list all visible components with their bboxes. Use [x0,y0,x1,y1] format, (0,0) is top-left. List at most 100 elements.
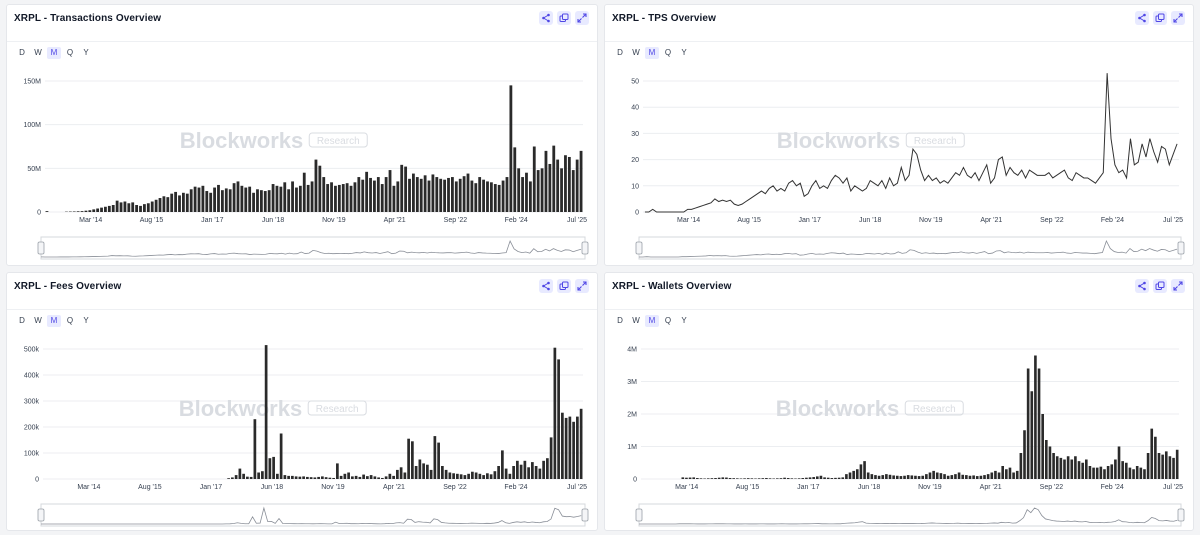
bar [848,472,852,479]
range-tab-y[interactable]: Y [83,316,89,325]
navigator-left-handle[interactable] [37,508,45,522]
bar [139,205,142,212]
range-tab-w[interactable]: W [632,316,640,325]
copy-button[interactable] [557,11,571,25]
navigator-left-handle[interactable] [37,241,45,255]
range-tab-w[interactable]: W [34,316,42,325]
bar [365,171,369,212]
bar [509,85,513,212]
navigator-left-handle[interactable] [635,508,643,522]
expand-button[interactable] [1171,279,1185,293]
range-tab-d[interactable]: D [19,316,25,325]
bar [852,470,855,480]
share-icon [1137,281,1147,291]
range-tab-y[interactable]: Y [83,48,89,57]
bar [881,475,885,479]
bar [576,416,579,479]
bar [267,190,271,212]
copy-button[interactable] [557,279,571,293]
range-tab-q[interactable]: Q [66,316,74,325]
bar [302,172,306,212]
range-tab-y[interactable]: Y [681,48,687,57]
bar [388,170,392,212]
bar [866,472,870,479]
bar [765,478,768,479]
range-tab-m[interactable]: M [47,315,61,327]
bar [399,467,403,479]
copy-button[interactable] [1153,279,1167,293]
range-tab-m[interactable]: M [47,47,61,59]
navigator-right-handle[interactable] [581,508,589,522]
bar [553,347,557,479]
copy-icon [559,281,569,291]
bar [830,478,834,479]
chart: 0 10 20 30 40 50 Blockworks Research Mar '14 Aug … [631,73,1185,260]
bar [1015,470,1019,480]
x-tick-label: Aug '15 [737,217,761,224]
range-navigator[interactable] [40,503,586,527]
range-tab-w[interactable]: W [34,48,42,57]
bar [1128,467,1132,480]
x-tick-label: Jan '17 [200,484,222,491]
expand-button[interactable] [1171,11,1185,25]
bar [1161,454,1164,480]
x-tick-label: Aug '15 [140,217,164,224]
x-tick-label: Aug '15 [736,484,760,491]
bar [505,177,509,212]
share-button[interactable] [1135,279,1149,293]
bar [217,184,220,212]
range-tab-q[interactable]: Q [664,48,672,57]
bar [336,463,339,479]
bar [568,416,572,479]
expand-button[interactable] [575,279,589,293]
expand-button[interactable] [575,11,589,25]
copy-button[interactable] [1153,11,1167,25]
range-tab-m[interactable]: M [645,315,659,327]
bar [441,466,444,479]
range-tab-w[interactable]: W [632,48,640,57]
share-button[interactable] [1135,11,1149,25]
bar [1139,467,1143,480]
range-tab-m[interactable]: M [645,47,659,59]
bar [242,473,245,479]
range-tab-d[interactable]: D [617,316,623,325]
panel-title: XRPL - Transactions Overview [14,13,162,24]
x-tick-label: Jan '17 [797,484,819,491]
bar [1172,457,1175,480]
y-tick-label: 200k [24,425,40,432]
x-tick-label: Apr '21 [384,217,406,224]
bar [768,478,772,479]
bar [384,177,388,212]
navigator-right-handle[interactable] [1177,508,1185,522]
bar [961,474,965,480]
x-tick-label: Nov '19 [321,484,345,491]
bar [1070,459,1074,479]
bar [373,476,377,479]
navigator-series [639,239,1178,258]
bar [123,201,127,212]
bar [717,477,721,479]
bar [805,477,808,479]
bar [1048,446,1052,479]
range-tab-d[interactable]: D [617,48,623,57]
bar [234,475,238,479]
range-tab-y[interactable]: Y [681,316,687,325]
share-button[interactable] [539,279,553,293]
share-icon [1137,13,1147,23]
bar [332,477,335,479]
bar [189,189,193,212]
bar [1117,446,1121,479]
bar [452,473,455,479]
navigator-right-handle[interactable] [581,241,589,255]
range-tab-d[interactable]: D [19,48,25,57]
bar [903,475,906,479]
watermark-tag: Research [317,136,360,147]
navigator-right-handle[interactable] [1177,241,1185,255]
bar [306,476,309,479]
range-tab-q[interactable]: Q [664,316,672,325]
share-button[interactable] [539,11,553,25]
range-tab-q[interactable]: Q [66,48,74,57]
navigator-left-handle[interactable] [635,241,643,255]
bar [388,473,392,479]
bar [451,177,454,212]
